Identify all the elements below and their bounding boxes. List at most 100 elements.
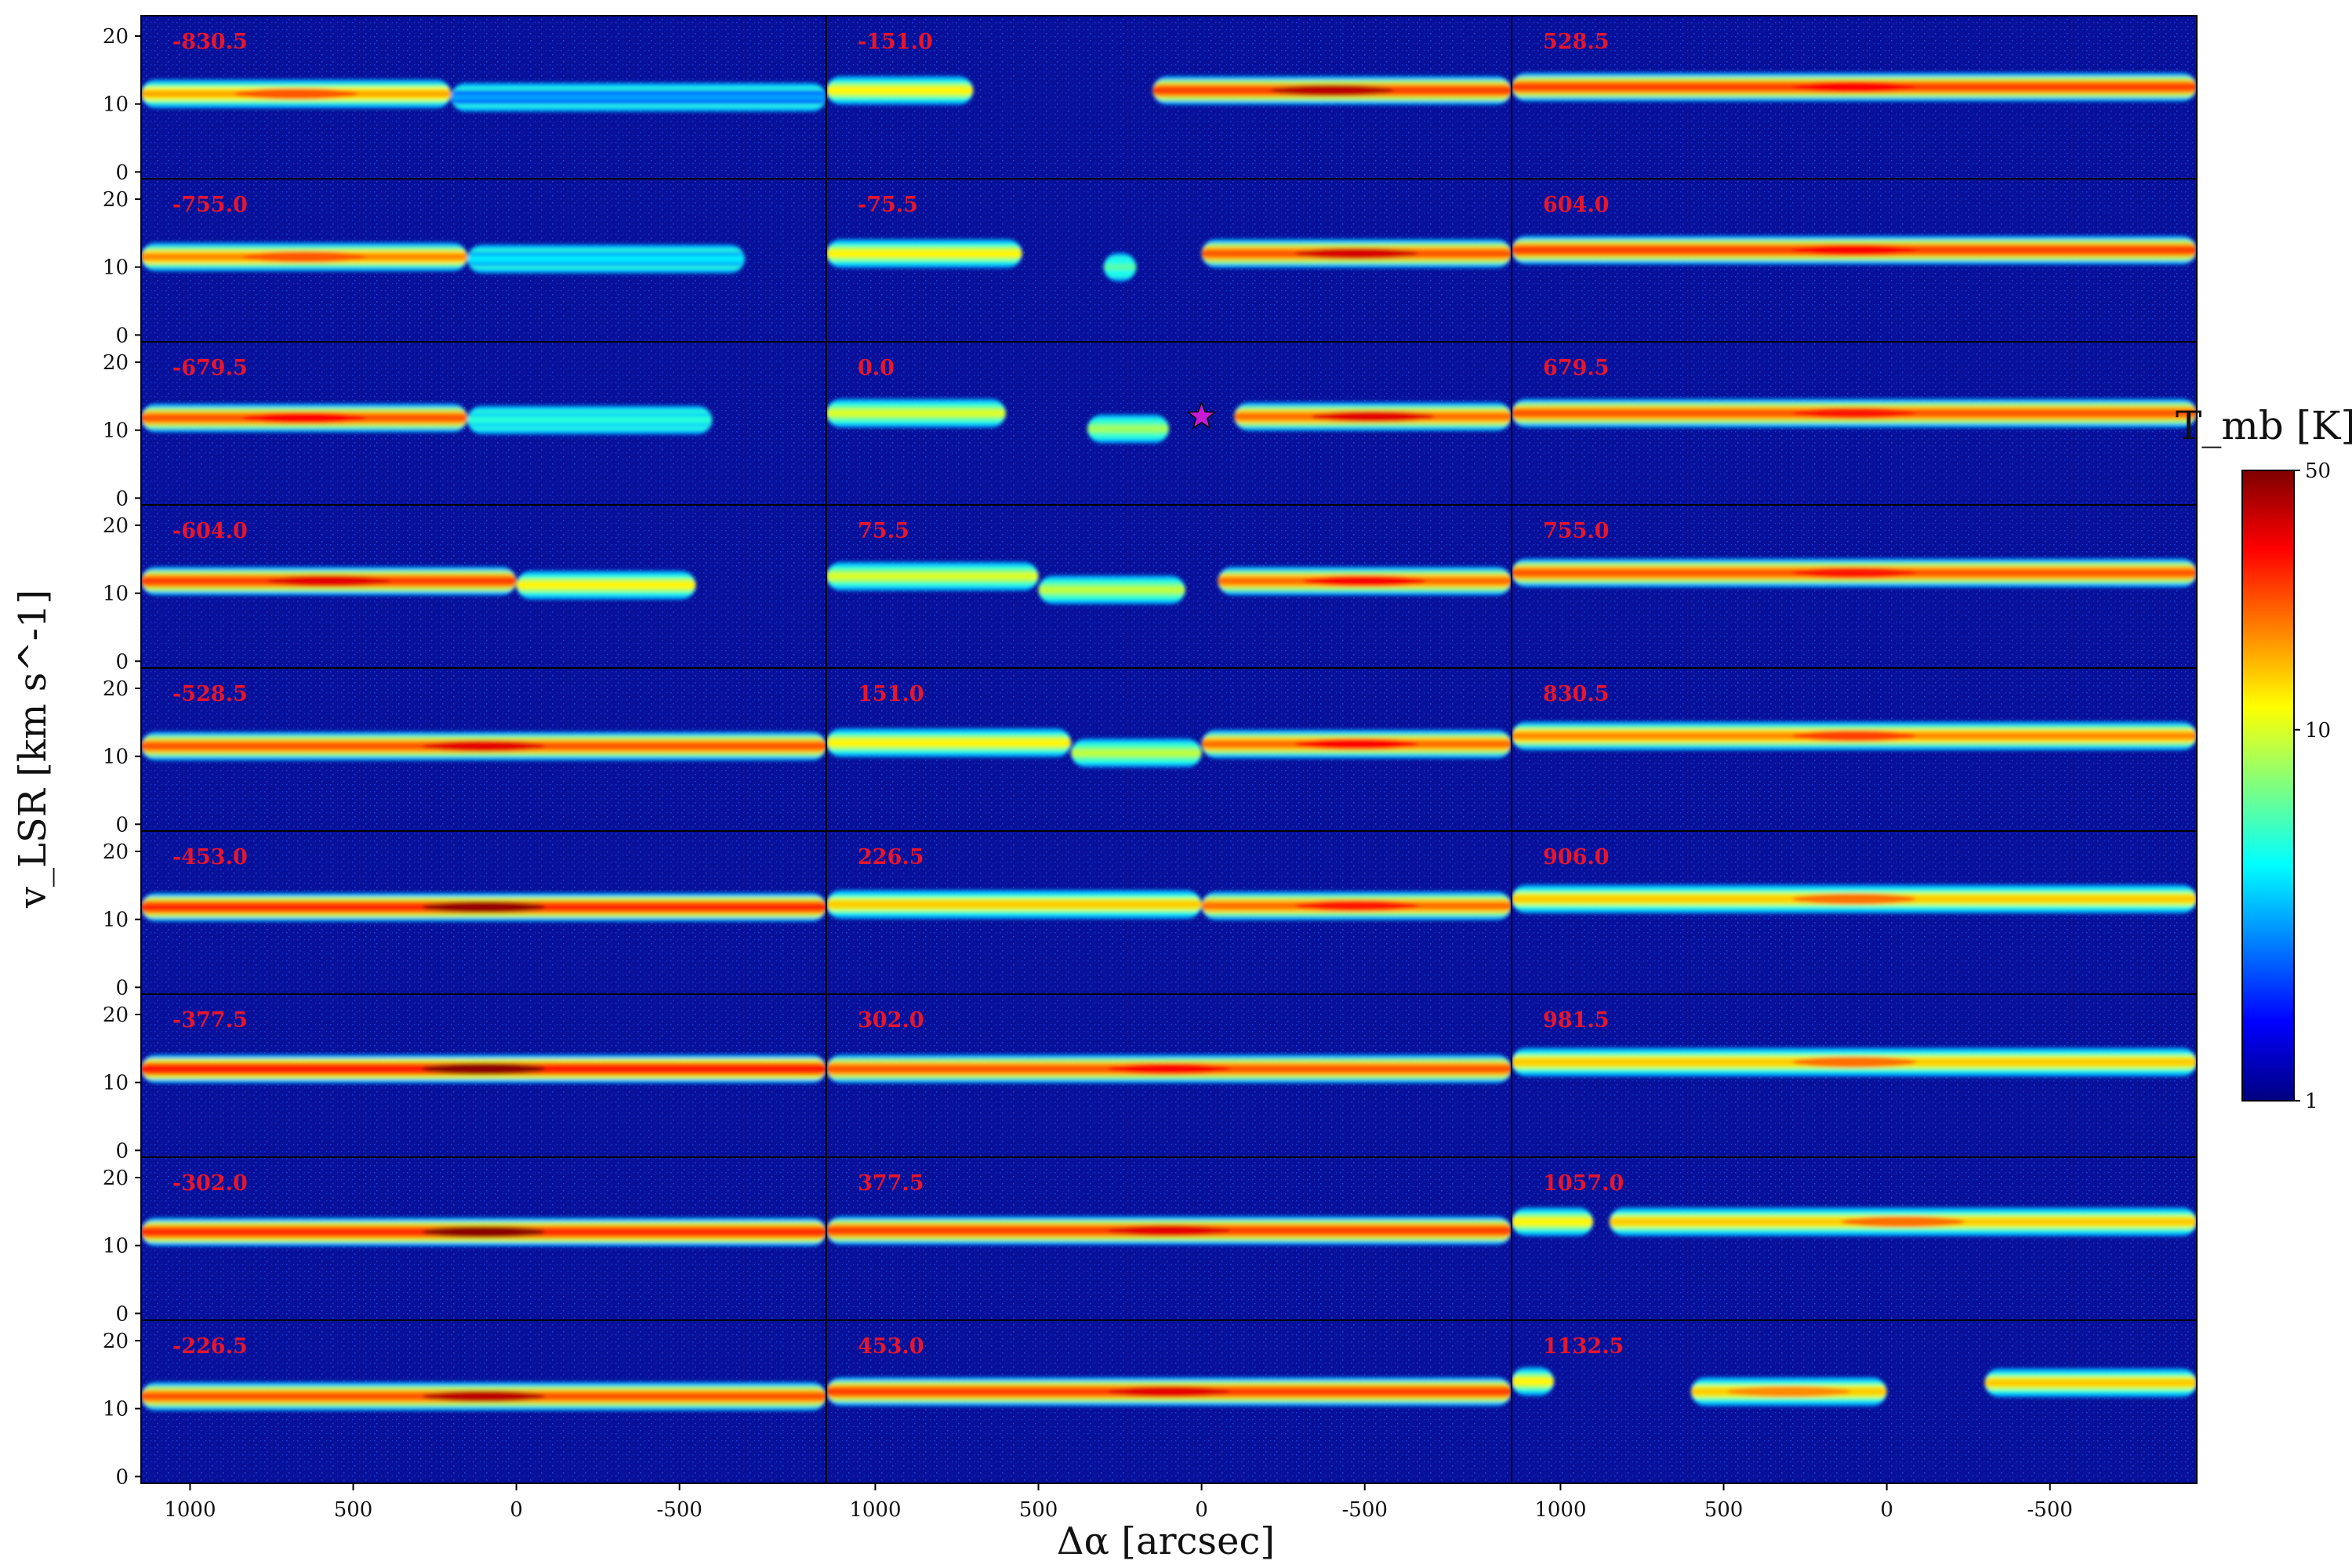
pv-panel: -453.0: [140, 830, 827, 995]
x-axis-label: Δα [arcsec]: [1057, 1519, 1275, 1563]
emission-layer: [826, 76, 1512, 105]
emission-layer: [826, 890, 1512, 920]
emission-layer: [141, 79, 826, 112]
emission-peak: [242, 412, 366, 423]
pv-panel: 0.0: [826, 341, 1512, 506]
pv-panel: 226.5: [826, 830, 1512, 995]
y-tick-label: 10: [103, 419, 129, 443]
panel-offset-label: 906.0: [1543, 845, 1610, 869]
panel-offset-label: 679.5: [1543, 356, 1610, 380]
pv-panel: -302.0: [140, 1156, 827, 1321]
panel-offset-label: -151.0: [858, 30, 933, 54]
axes-layer: 0 10 20 0 10 20 0 10 20 0 10 20 0 10 20 0 10 20 0 10 20 0 10 20…: [103, 25, 2073, 1522]
panel-offset-label: 0.0: [858, 356, 895, 380]
panel-offset-label: -302.0: [172, 1171, 248, 1196]
panel-frame: [1511, 1319, 2198, 1484]
panel-offset-label: 528.5: [1543, 30, 1610, 54]
emission-band: [826, 249, 1022, 258]
x-tick-label: -500: [2027, 1498, 2073, 1522]
emission-peak: [1294, 900, 1418, 912]
pv-panel: 75.5: [826, 504, 1512, 669]
colorbar-title: T_mb [K]: [2176, 403, 2352, 448]
emission-band: [1103, 263, 1137, 271]
pv-panel: -830.5: [140, 15, 827, 180]
panel-offset-label: 830.5: [1543, 682, 1610, 706]
emission-peak: [1311, 411, 1435, 423]
emission-layer: [141, 566, 696, 600]
y-tick-label: 20: [103, 840, 129, 864]
emission-band: [1512, 1377, 1555, 1385]
y-tick-label: 10: [103, 1072, 129, 1095]
emission-peak: [234, 88, 358, 100]
y-tick-label: 20: [103, 351, 129, 375]
emission-peak: [1727, 1386, 1851, 1397]
pv-panel: 679.5: [1511, 341, 2198, 506]
pv-panel: -679.5: [140, 341, 827, 506]
y-tick-label: 0: [115, 161, 129, 184]
x-tick-label: 1000: [164, 1498, 216, 1522]
panel-offset-label: 1132.5: [1543, 1334, 1624, 1359]
emission-layer: [826, 728, 1512, 768]
y-tick-label: 10: [103, 909, 129, 932]
pv-panel: -226.5: [140, 1319, 827, 1484]
y-tick-label: 0: [115, 324, 129, 347]
emission-layer: [141, 242, 745, 274]
y-tick-label: 20: [103, 1330, 129, 1353]
y-tick-label: 20: [103, 514, 129, 538]
emission-layer: [141, 1381, 826, 1411]
panel-offset-label: -453.0: [172, 845, 248, 869]
x-tick-label: 500: [1704, 1498, 1744, 1522]
emission-layer: [826, 1377, 1512, 1406]
y-tick-label: 20: [103, 25, 129, 49]
emission-layer: [1512, 235, 2197, 265]
pv-panel: 981.5: [1511, 993, 2198, 1158]
pv-panel: 830.5: [1511, 667, 2198, 832]
panel-offset-label: 75.5: [858, 519, 909, 543]
panel-offset-label: 981.5: [1543, 1008, 1610, 1033]
panel-offset-label: -755.0: [172, 193, 248, 217]
emission-layer: [1512, 1207, 2197, 1236]
panel-offset-label: -377.5: [172, 1008, 248, 1033]
emission-peak: [1107, 1063, 1231, 1075]
pv-panel: -377.5: [140, 993, 827, 1158]
emission-band: [826, 900, 1202, 909]
pv-panel: 604.0: [1511, 178, 2198, 343]
emission-layer: [826, 239, 1512, 281]
emission-band: [1087, 425, 1169, 433]
emission-layer: [1512, 884, 2197, 913]
colorbar-tick-label: 1: [2305, 1090, 2318, 1113]
emission-layer: [1512, 721, 2197, 750]
emission-peak: [1270, 85, 1394, 96]
emission-peak: [422, 902, 546, 913]
panel-offset-label: -679.5: [172, 356, 248, 380]
emission-layer: [141, 1218, 826, 1247]
pv-panel: -755.0: [140, 178, 827, 343]
emission-peak: [1792, 730, 1916, 742]
panel-offset-label: 1057.0: [1543, 1171, 1624, 1196]
y-tick-label: 0: [115, 1465, 129, 1489]
panel-offset-label: -75.5: [858, 193, 918, 217]
emission-peak: [1792, 82, 1916, 93]
emission-peak: [1792, 245, 1916, 256]
y-tick-label: 20: [103, 188, 129, 212]
y-tick-label: 0: [115, 976, 129, 1000]
emission-band: [1038, 586, 1185, 594]
emission-band: [1512, 1218, 1594, 1226]
panel-offset-label: -528.5: [172, 682, 248, 706]
emission-band: [516, 581, 696, 590]
x-tick-label: 1000: [849, 1498, 901, 1522]
x-tick-label: -500: [1342, 1498, 1388, 1522]
x-tick-label: -500: [657, 1498, 702, 1522]
emission-band: [826, 409, 1006, 417]
pv-panel: 302.0: [826, 993, 1512, 1158]
x-tick-label: 1000: [1534, 1498, 1586, 1522]
emission-band: [1984, 1378, 2197, 1387]
y-tick-label: 20: [103, 677, 129, 701]
emission-layer: [141, 731, 826, 760]
emission-layer: [826, 398, 1512, 444]
emission-layer: [1512, 1047, 2197, 1076]
colorbar-tick-label: 10: [2305, 719, 2331, 742]
pv-panel: 377.5: [826, 1156, 1512, 1321]
x-tick-label: 500: [334, 1498, 373, 1522]
emission-band: [826, 86, 974, 95]
